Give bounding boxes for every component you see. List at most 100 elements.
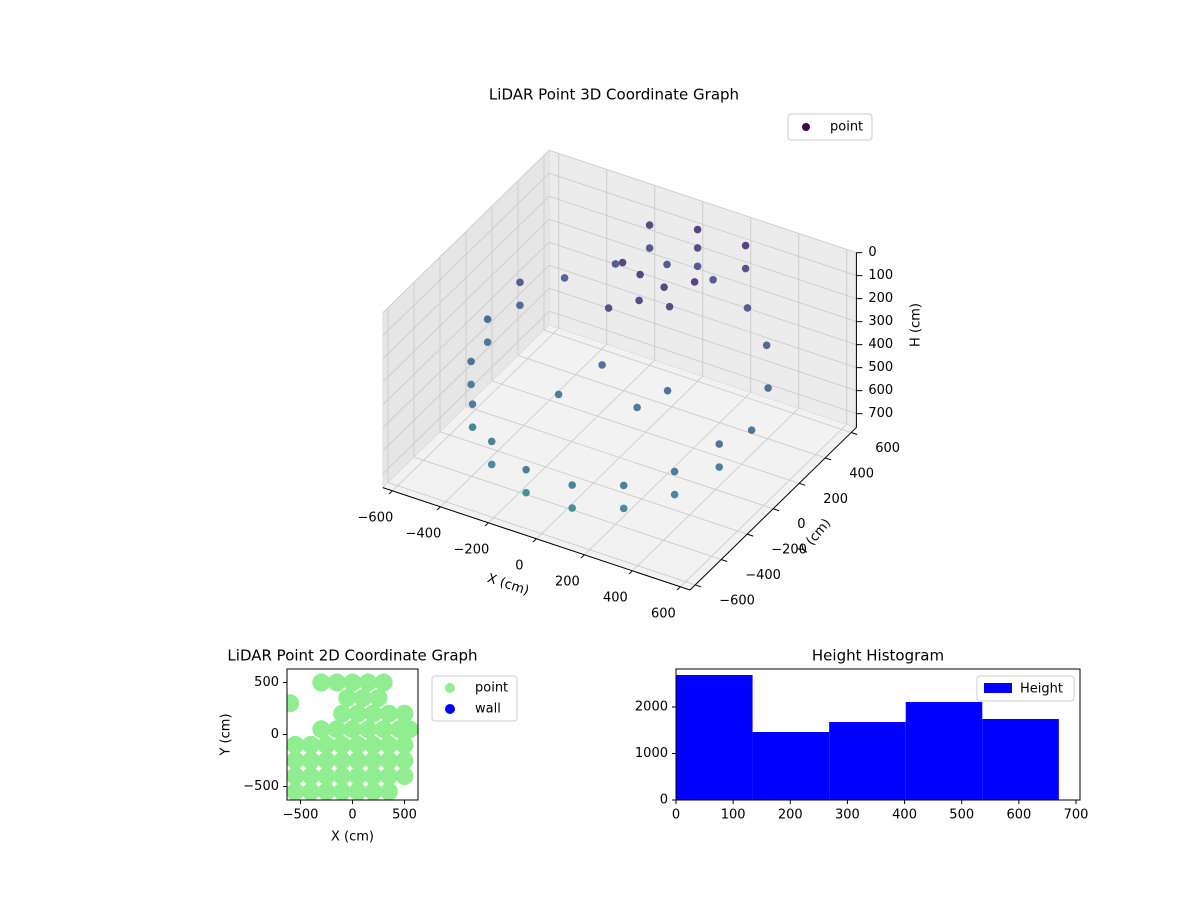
point: [636, 270, 644, 279]
point: [317, 751, 336, 770]
point: [395, 735, 414, 754]
legend-label: wall: [475, 702, 501, 717]
y-tick: [773, 508, 780, 512]
y-tick-label: 1000: [635, 746, 668, 761]
z-tick-label: 400: [868, 337, 893, 352]
point: [619, 504, 628, 513]
point: [364, 751, 383, 770]
legend-label: point: [830, 120, 863, 135]
grid-line: [549, 264, 857, 369]
x-tick-label: 100: [721, 808, 746, 823]
z-tick-label: 300: [868, 314, 893, 329]
chart-title: Height Histogram: [812, 647, 944, 665]
point: [317, 735, 336, 754]
point: [715, 463, 724, 471]
point: [333, 751, 352, 770]
point: [333, 735, 352, 754]
bar: [752, 732, 830, 800]
y-tick-label: 2000: [635, 699, 668, 714]
point: [663, 386, 672, 395]
x-tick-label: 500: [949, 808, 974, 823]
grid-line: [382, 287, 550, 452]
point: [665, 302, 674, 311]
y-tick-label: −200: [771, 543, 807, 558]
x-tick: [532, 538, 537, 543]
point: [301, 767, 320, 786]
point: [693, 262, 702, 271]
point: [287, 751, 305, 770]
x-axis: [382, 487, 691, 591]
point: [690, 278, 699, 286]
x-tick-label: 200: [555, 574, 580, 589]
x-tick-label: 400: [892, 808, 917, 823]
point: [379, 751, 398, 770]
point: [317, 782, 336, 800]
point: [568, 504, 576, 512]
x-tick-label: 300: [835, 808, 860, 823]
x-tick: [388, 490, 393, 495]
point: [487, 460, 496, 469]
point: [301, 751, 320, 770]
point: [379, 782, 398, 800]
grid-line: [549, 149, 857, 254]
point: [400, 720, 418, 739]
grid-line: [382, 310, 550, 475]
legend-marker: [445, 704, 455, 714]
point: [522, 488, 530, 497]
x-tick-label: −500: [283, 808, 319, 823]
point: [568, 481, 576, 489]
point: [618, 258, 627, 267]
point: [333, 782, 352, 800]
point: [348, 751, 367, 770]
x-tick-label: 400: [603, 590, 628, 605]
x-axis-label: X (cm): [485, 571, 531, 599]
point: [317, 767, 336, 786]
z-tick-label: 100: [868, 268, 893, 283]
legend-marker: [802, 123, 810, 131]
grid-line: [549, 195, 857, 300]
grid-line: [382, 218, 550, 383]
y-tick-label: −600: [719, 593, 755, 608]
point: [483, 315, 492, 324]
x-tick: [580, 554, 585, 559]
x-tick-label: 0: [672, 808, 680, 823]
point: [762, 341, 771, 350]
x-tick-label: 600: [1006, 808, 1031, 823]
z-tick-label: 200: [868, 291, 893, 306]
point: [467, 380, 475, 389]
bar: [905, 701, 983, 800]
z-tick-label: 700: [868, 406, 893, 421]
point: [741, 241, 750, 250]
point: [364, 782, 383, 800]
point: [301, 735, 320, 754]
point: [374, 673, 393, 692]
y-tick-label: 600: [875, 441, 900, 456]
point: [693, 225, 702, 234]
point: [348, 767, 367, 786]
point: [554, 390, 563, 399]
x-axis-label: X (cm): [331, 830, 374, 845]
point: [747, 426, 756, 435]
x-tick-label: 600: [651, 606, 676, 621]
y-tick-label: −400: [745, 568, 781, 583]
y-tick: [695, 584, 702, 588]
grid-line: [382, 264, 550, 429]
x-tick-label: 0: [348, 808, 356, 823]
point: [487, 437, 496, 446]
point: [611, 260, 620, 268]
point: [287, 694, 300, 713]
y-axis-label: Y (cm): [219, 713, 234, 756]
y-tick: [747, 533, 754, 537]
y-tick: [825, 457, 832, 461]
point: [633, 403, 641, 412]
point: [560, 274, 569, 282]
point: [312, 720, 331, 739]
point: [619, 481, 628, 490]
x-tick: [484, 522, 489, 527]
grid-line: [387, 482, 696, 586]
grid-line: [549, 287, 857, 392]
point: [343, 720, 362, 739]
point: [598, 361, 606, 369]
point: [348, 782, 367, 800]
